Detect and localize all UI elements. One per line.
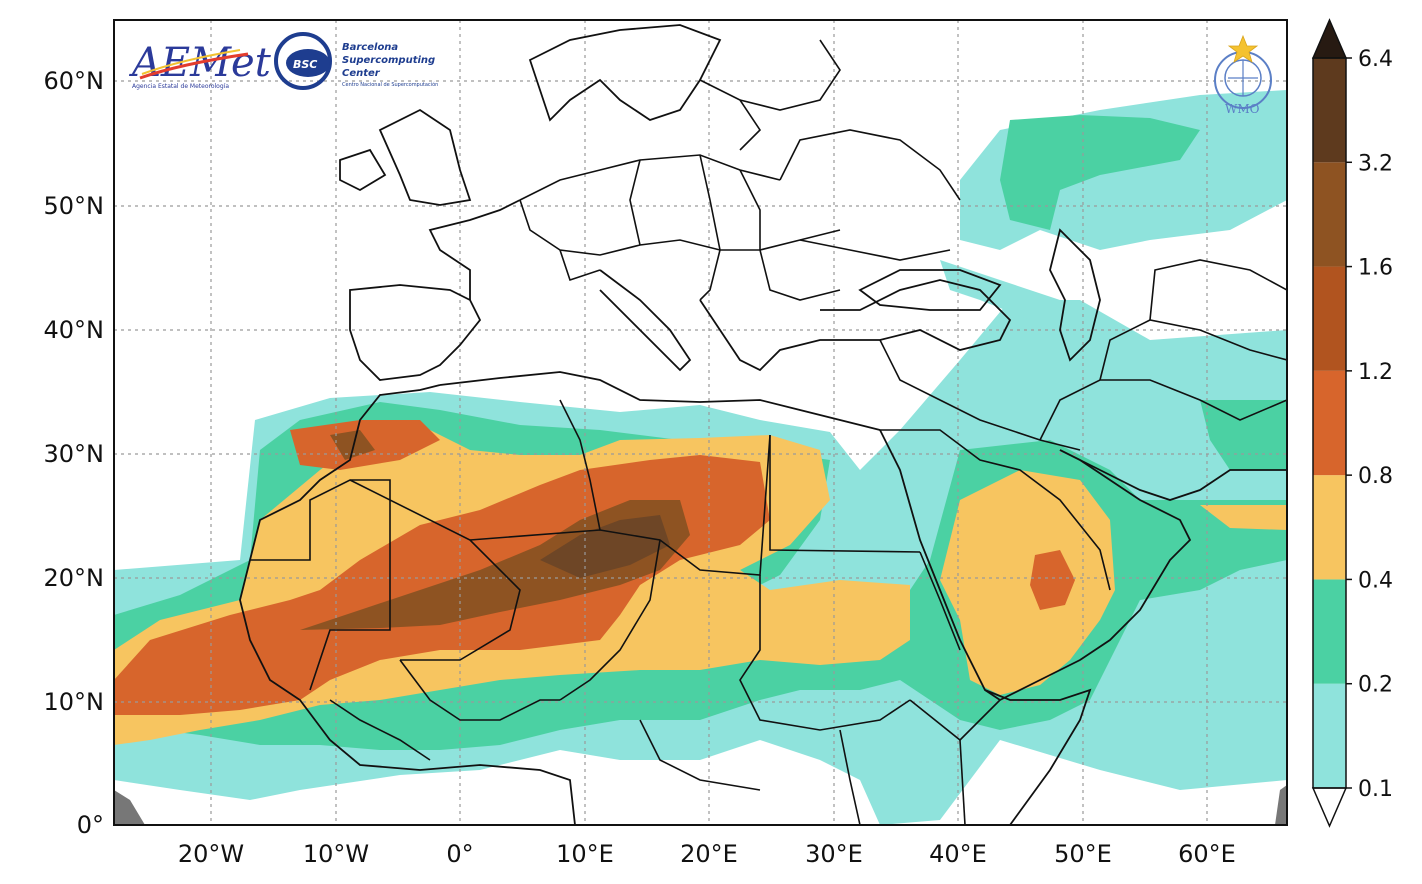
lon-label: 30°E bbox=[805, 840, 863, 868]
lon-label: 60°E bbox=[1178, 840, 1236, 868]
coastlines bbox=[239, 24, 1287, 825]
colorbar-segment bbox=[1313, 266, 1346, 371]
no-data-patch bbox=[114, 790, 145, 825]
lon-label: 50°E bbox=[1054, 840, 1112, 868]
lat-label: 60°N bbox=[44, 67, 105, 95]
colorbar: 0.1 0.2 0.4 0.8 1.2 1.6 3.2 6.4 bbox=[1311, 18, 1393, 828]
dust-field-dark-brown bbox=[540, 515, 670, 578]
svg-text:Centro Nacional de Supercomput: Centro Nacional de Supercomputación bbox=[342, 81, 438, 88]
colorbar-tick-label: 0.1 bbox=[1358, 777, 1393, 802]
lat-label: 40°N bbox=[44, 316, 105, 344]
colorbar-tick-label: 6.4 bbox=[1358, 47, 1393, 72]
colorbar-segment bbox=[1313, 162, 1346, 267]
lon-label: 20°E bbox=[680, 840, 738, 868]
colorbar-extend-max bbox=[1311, 18, 1348, 59]
lat-label: 50°N bbox=[44, 192, 105, 220]
bsc-logo: BSC Barcelona Supercomputing Center Cent… bbox=[274, 32, 438, 90]
colorbar-segment bbox=[1313, 579, 1346, 684]
svg-text:BSC: BSC bbox=[293, 58, 317, 71]
latitude-labels: 60°N 50°N 40°N 30°N 20°N 10°N 0° bbox=[44, 67, 105, 839]
lat-label: 20°N bbox=[44, 564, 105, 592]
colorbar-segment bbox=[1313, 370, 1346, 476]
svg-text:Supercomputing: Supercomputing bbox=[342, 55, 435, 66]
lon-label: 40°E bbox=[929, 840, 987, 868]
svg-text:Agencia Estatal de Meteorologí: Agencia Estatal de Meteorología bbox=[132, 83, 229, 90]
colorbar-tick-label: 0.4 bbox=[1358, 568, 1393, 593]
svg-text:Center: Center bbox=[342, 68, 381, 79]
lat-label: 30°N bbox=[44, 440, 105, 468]
colorbar-extend-min bbox=[1311, 787, 1348, 828]
colorbar-tick-label: 0.8 bbox=[1358, 464, 1393, 489]
lat-label: 10°N bbox=[44, 688, 105, 716]
colorbar-tick-label: 0.2 bbox=[1358, 673, 1393, 698]
colorbar-segment bbox=[1313, 683, 1346, 788]
longitude-labels: 20°W 10°W 0° 10°E 20°E 30°E 40°E 50°E 60… bbox=[178, 840, 1236, 868]
map-frame bbox=[113, 19, 1288, 826]
colorbar-tick-label: 1.6 bbox=[1358, 256, 1393, 281]
country-borders bbox=[250, 39, 1287, 825]
svg-text:Barcelona: Barcelona bbox=[342, 42, 398, 53]
wmo-logo: WMO bbox=[1214, 34, 1272, 116]
svg-text:WMO: WMO bbox=[1225, 102, 1260, 116]
map-graticule bbox=[114, 20, 1287, 825]
lon-label: 10°E bbox=[556, 840, 614, 868]
aemet-logo: AEMet Agencia Estatal de Meteorología bbox=[128, 40, 272, 90]
colorbar-tick-label: 3.2 bbox=[1358, 151, 1393, 176]
colorbar-frame bbox=[1312, 57, 1347, 789]
colorbar-segment bbox=[1313, 475, 1346, 580]
lon-label: 20°W bbox=[178, 840, 244, 868]
lon-label: 0° bbox=[446, 840, 473, 868]
colorbar-tick-label: 1.2 bbox=[1358, 360, 1393, 385]
lon-label: 10°W bbox=[303, 840, 369, 868]
map-plot-area bbox=[114, 20, 1287, 825]
no-data-patch-right bbox=[1275, 785, 1287, 825]
lat-label: 0° bbox=[77, 811, 104, 839]
colorbar-segment bbox=[1313, 58, 1346, 163]
